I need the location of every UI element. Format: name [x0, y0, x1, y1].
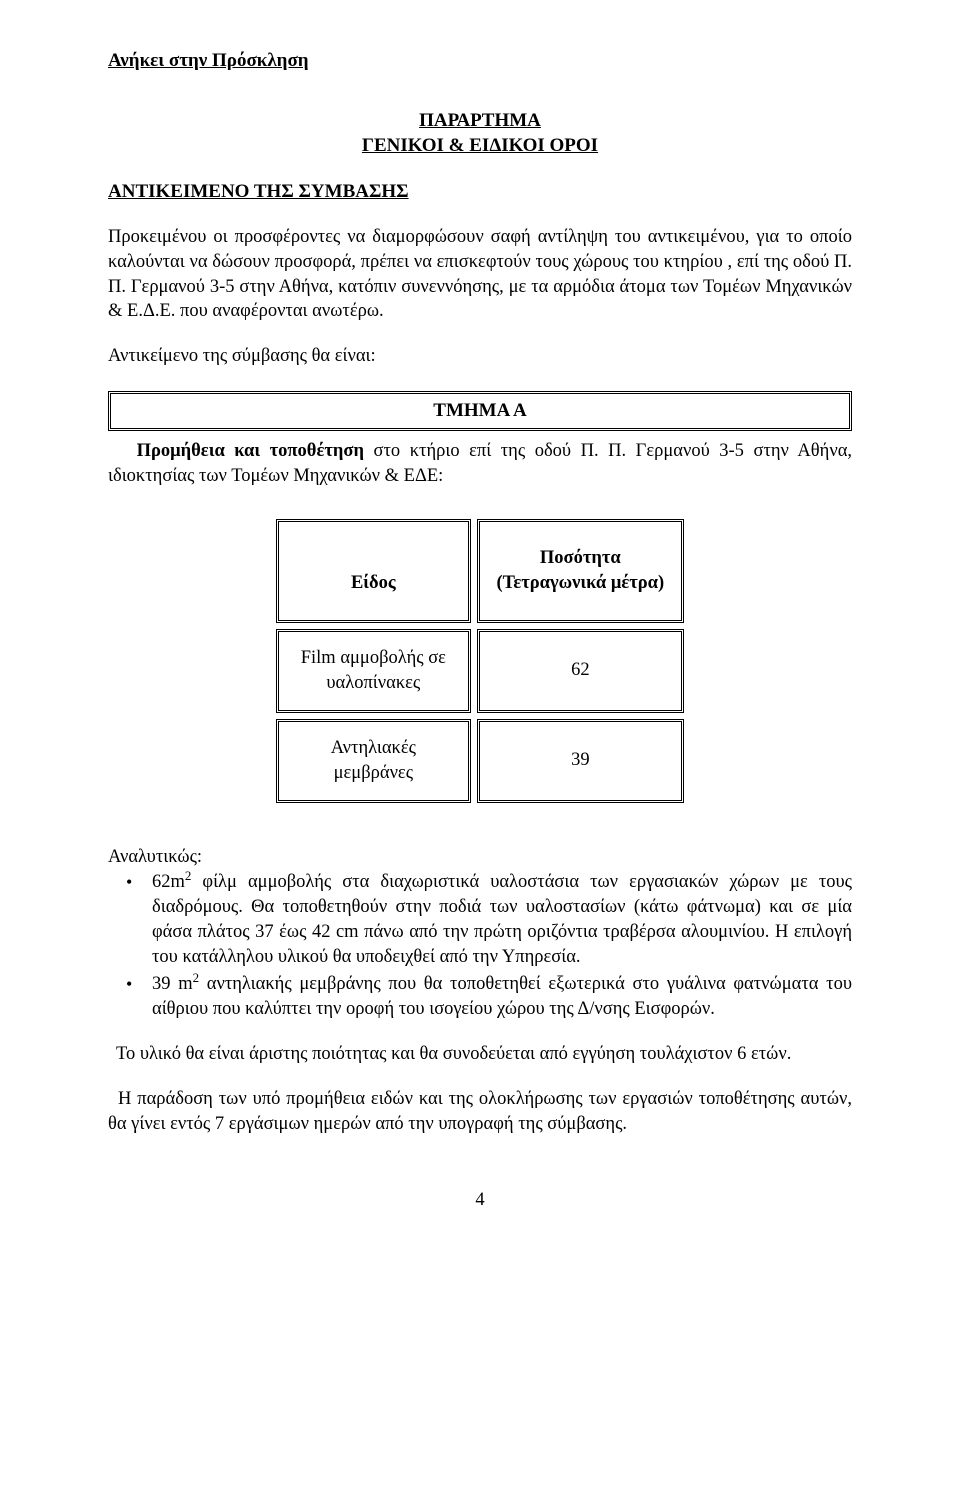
section-a-title: ΤΜΗΜΑ Α — [111, 394, 849, 428]
table-row: Film αμμοβολής σε υαλοπίνακες 62 — [276, 629, 684, 713]
subject-paragraph: Αντικείμενο της σύμβασης θα είναι: — [108, 344, 852, 369]
table-cell-qty: 62 — [477, 629, 684, 713]
appendix-title-line2: ΓΕΝΙΚΟΙ & ΕΙΔΙΚΟΙ ΟΡΟΙ — [108, 133, 852, 159]
quality-note: Το υλικό θα είναι άριστης ποιότητας και … — [108, 1042, 852, 1067]
page-header: Ανήκει στην Πρόσκληση — [108, 48, 852, 74]
table-header-row: Είδος Ποσότητα (Τετραγωνικά μέτρα) — [276, 519, 684, 623]
details-heading: Αναλυτικώς: — [108, 845, 852, 870]
section-a-description: Προμήθεια και τοποθέτηση στο κτήριο επί … — [108, 439, 852, 489]
intro-paragraph: Προκειμένου οι προσφέροντες να διαμορφώσ… — [108, 225, 852, 325]
details-bullet-list: 62m2 φίλμ αμμοβολής στα διαχωριστικά υαλ… — [108, 870, 852, 1022]
appendix-title-line1: ΠΑΡΑΡΤΗΜΑ — [108, 108, 852, 134]
items-table: Είδος Ποσότητα (Τετραγωνικά μέτρα) Film … — [270, 513, 690, 809]
section-a-desc-bold: Προμήθεια και τοποθέτηση — [137, 441, 364, 461]
table-cell-kind: Αντηλιακές μεμβράνες — [276, 719, 471, 803]
table-cell-qty: 39 — [477, 719, 684, 803]
list-item: 62m2 φίλμ αμμοβολής στα διαχωριστικά υαλ… — [108, 870, 852, 970]
table-header-qty: Ποσότητα (Τετραγωνικά μέτρα) — [477, 519, 684, 623]
page-number: 4 — [108, 1188, 852, 1213]
table-row: Αντηλιακές μεμβράνες 39 — [276, 719, 684, 803]
table-header-kind: Είδος — [276, 519, 471, 623]
delivery-note: Η παράδοση των υπό προμήθεια ειδών και τ… — [108, 1087, 852, 1137]
list-item: 39 m2 αντηλιακής μεμβράνης που θα τοποθε… — [108, 972, 852, 1022]
section-a-box: ΤΜΗΜΑ Α — [108, 391, 852, 431]
table-cell-kind: Film αμμοβολής σε υαλοπίνακες — [276, 629, 471, 713]
subject-heading: ΑΝΤΙΚΕΙΜΕΝΟ ΤΗΣ ΣΥΜΒΑΣΗΣ — [108, 179, 852, 205]
